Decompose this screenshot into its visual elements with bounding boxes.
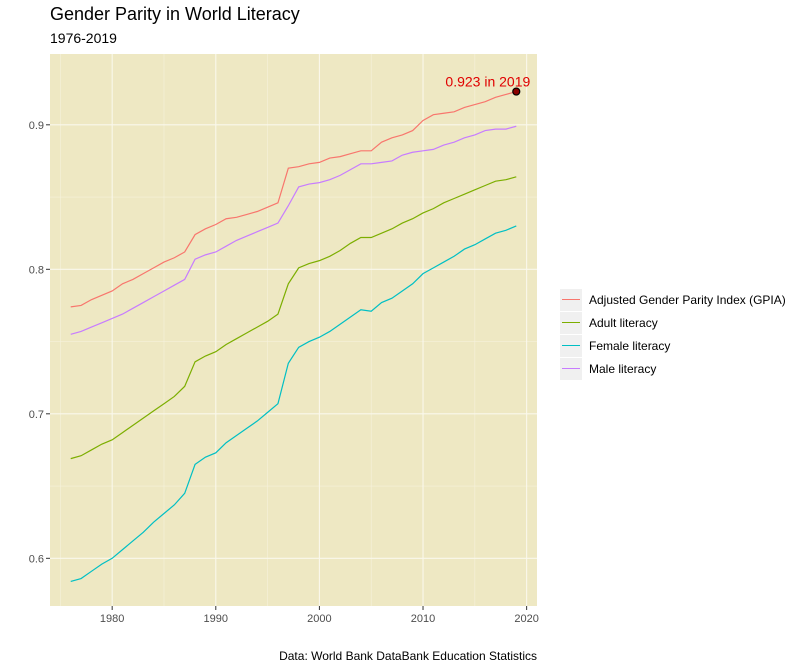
chart-title: Gender Parity in World Literacy [50,4,300,24]
legend: Adjusted Gender Parity Index (GPIA) Adult… [560,288,786,380]
legend-key [560,311,582,334]
chart-caption: Data: World Bank DataBank Education Stat… [279,649,537,663]
legend-swatch [562,298,580,300]
legend-item: Adult literacy [560,311,786,334]
y-tick-label: 0.9 [29,120,44,132]
axes: 1980 1990 2000 2010 2020 0.6 0.7 0.8 0.9 [29,120,539,625]
x-tick-label: 1990 [204,613,228,625]
y-tick-label: 0.6 [29,553,44,565]
legend-swatch [562,344,580,346]
series-lines [70,90,517,583]
legend-item: Female literacy [560,334,786,357]
legend-key [560,357,582,380]
legend-key [560,288,582,311]
legend-label: Adult literacy [589,315,658,330]
y-tick-label: 0.7 [29,409,44,421]
chart-subtitle: 1976-2019 [50,30,117,46]
legend-label: Adjusted Gender Parity Index (GPIA) [589,292,786,307]
legend-label: Female literacy [589,338,671,353]
x-tick-label: 2020 [514,613,538,625]
annotation-group: 0.923 in 2019 [445,74,530,96]
plot-panel [50,54,537,606]
annotation-point [512,87,521,96]
series-line [70,176,517,460]
legend-key [560,334,582,357]
x-tick-label: 1980 [100,613,124,625]
legend-label: Male literacy [589,361,657,376]
series-line [70,90,517,308]
series-line [70,125,517,335]
x-tick-label: 2010 [411,613,435,625]
y-tick-label: 0.8 [29,264,44,276]
x-tick-label: 2000 [307,613,331,625]
legend-swatch [562,321,580,323]
legend-item: Adjusted Gender Parity Index (GPIA) [560,288,786,311]
legend-item: Male literacy [560,357,786,380]
annotation-label: 0.923 in 2019 [445,74,530,90]
legend-swatch [562,367,580,369]
series-line [70,225,517,583]
